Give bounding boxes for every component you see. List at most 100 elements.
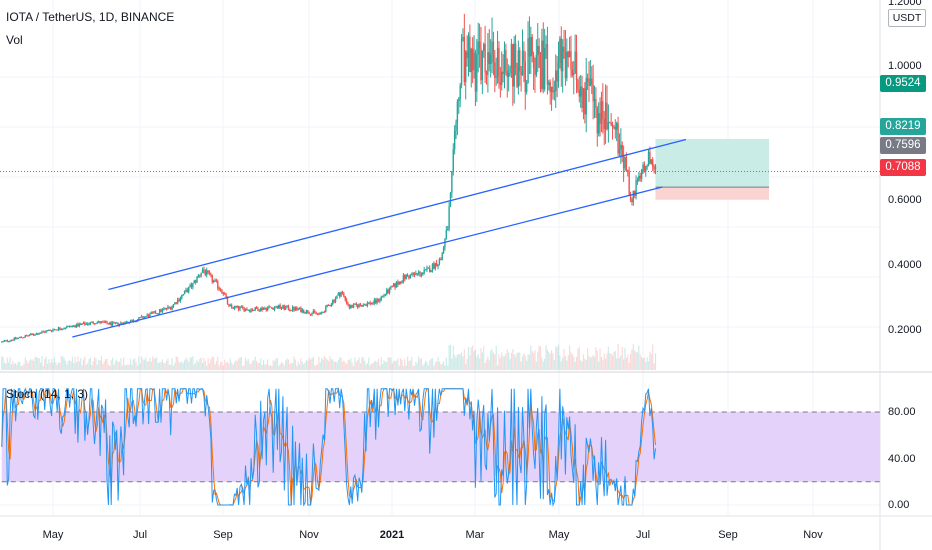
candle-body [474, 52, 477, 92]
candle-body [507, 72, 510, 77]
volume-bar [456, 354, 459, 370]
candle-body [37, 333, 39, 335]
candle-body [483, 44, 485, 51]
volume-bar [535, 361, 537, 370]
volume-bar [580, 360, 582, 370]
volume-bar [52, 362, 54, 370]
volume-bar [204, 361, 206, 370]
volume-bar [136, 365, 139, 370]
candle-body [74, 325, 76, 328]
candle-body [377, 298, 380, 302]
volume-bar [239, 357, 241, 370]
candle-body [156, 313, 158, 315]
volume-bar [9, 357, 11, 370]
candle-body [365, 304, 367, 306]
volume-bar [120, 358, 122, 370]
volume-bar [495, 345, 497, 370]
volume-bar [538, 345, 540, 370]
candle-body [286, 305, 288, 308]
volume-bar [359, 363, 362, 370]
volume-bar [328, 360, 330, 370]
volume-bar [528, 354, 531, 370]
candles [1, 13, 657, 343]
profit-zone [655, 138, 770, 188]
volume-bar [530, 345, 532, 370]
candle-body [49, 329, 51, 331]
volume-bar [19, 361, 21, 370]
candle-body [89, 322, 92, 324]
candle-body [635, 180, 637, 197]
volume-bar [444, 365, 446, 370]
volume-bar [207, 358, 209, 370]
candle-body [491, 41, 493, 55]
volume-bar [606, 353, 608, 370]
candle-body [622, 155, 625, 169]
volume-bar [654, 353, 657, 370]
volume-bar [46, 363, 49, 370]
candle-body [75, 323, 78, 328]
currency-badge[interactable]: USDT [888, 9, 926, 27]
candle-body [308, 313, 310, 315]
volume-bar [373, 361, 375, 370]
volume-bar [141, 356, 143, 370]
volume-bar [642, 358, 644, 370]
candle-body [406, 274, 409, 277]
candle-body [351, 305, 353, 308]
volume-bar [333, 361, 335, 370]
candle-body [318, 313, 320, 315]
volume-bar [357, 360, 359, 370]
price-badge-entry: 0.7596 [880, 137, 926, 154]
candle-body [170, 307, 172, 310]
candle-body [466, 51, 468, 59]
volume-bar [39, 362, 42, 370]
volume-bar [273, 361, 276, 370]
volume-bar [520, 361, 522, 370]
candle-body [32, 334, 35, 336]
candle-body [50, 330, 53, 332]
price-label: 0.4000 [888, 259, 922, 271]
candle-body [28, 335, 31, 337]
volume-bar [87, 363, 89, 370]
candle-body [311, 312, 313, 315]
candle-body [278, 305, 280, 309]
volume-bar [397, 358, 399, 370]
candle-body [237, 305, 240, 310]
candle-body [226, 297, 229, 305]
volume-bar [53, 357, 55, 370]
candle-body [206, 270, 208, 275]
volume-bar [650, 354, 652, 370]
volume-bar [179, 362, 182, 370]
volume-bar [492, 352, 495, 370]
volume-bar [206, 365, 208, 370]
volume-bar [334, 361, 337, 370]
candle-body [519, 50, 521, 72]
volume-bar [610, 353, 612, 370]
candle-body [207, 270, 209, 273]
volume-bar [255, 360, 258, 370]
candle-body [394, 283, 396, 288]
candle-body [459, 85, 461, 99]
candle-body [330, 304, 333, 306]
volume-bar [51, 358, 53, 370]
candle-body [71, 325, 74, 327]
volume-bar [226, 361, 229, 370]
candle-body [413, 272, 416, 275]
candle-body [232, 307, 234, 309]
volume-bar [171, 358, 173, 370]
volume-bar [469, 355, 471, 370]
volume-bar [524, 355, 526, 370]
volume-bar [254, 356, 256, 370]
candle-body [152, 312, 154, 314]
candle-body [341, 292, 344, 294]
candle-body [99, 321, 101, 324]
candle-body [19, 337, 21, 339]
candle-body [512, 43, 514, 87]
candle-body [653, 166, 655, 170]
volume-bar [199, 358, 201, 370]
volume-bar [427, 365, 429, 370]
volume-bar [401, 359, 403, 370]
volume-bar [587, 348, 589, 370]
volume-bar [589, 357, 591, 370]
candle-body [513, 43, 515, 87]
